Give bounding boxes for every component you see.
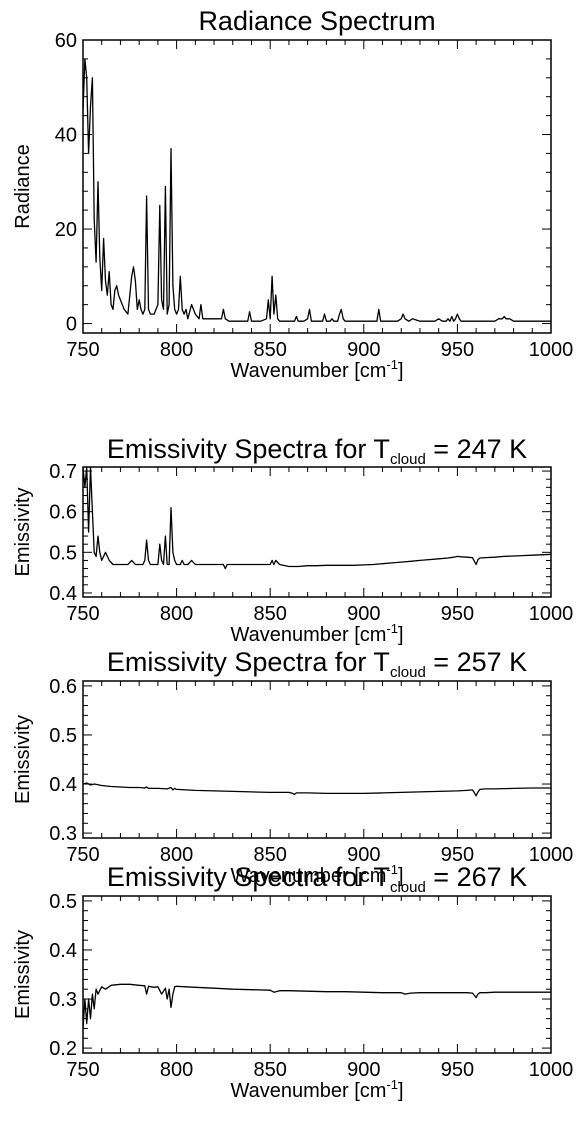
x-axis-label-tail: ] [398,624,404,646]
chart-title: Emissivity Spectra for Tcloud = 267 K [107,862,527,896]
chart-panel: Emissivity Spectra for Tcloud = 257 K 750… [12,647,573,887]
x-axis-label-tail: ] [398,865,404,887]
y-tick-label: 0.3 [49,823,77,845]
chart-title-subscript: cloud [390,664,426,681]
x-tick-label: 750 [66,339,99,361]
x-tick-label: 900 [347,844,380,866]
chart-title-tail: = 257 K [426,647,527,677]
series-line [83,467,551,570]
y-tick-label: 0.5 [49,725,77,747]
x-axis-label: Wavenumber [cm-1] [230,862,403,887]
chart-title: Radiance Spectrum [198,6,435,36]
y-tick-label: 0.5 [49,542,77,564]
x-tick-label: 800 [160,339,193,361]
y-axis-label: Emissivity [12,930,34,1019]
chart-title-text: Radiance Spectrum [198,6,435,36]
x-axis-label-text: Wavenumber [cm [230,865,386,887]
y-tick-label: 0.7 [49,461,77,483]
x-tick-label: 900 [347,339,380,361]
x-tick-label: 900 [347,603,380,625]
x-axis-label-tail: ] [398,360,404,382]
x-axis-label: Wavenumber [cm-1] [230,621,403,646]
plot-frame [82,39,552,334]
x-tick-label: 850 [254,339,287,361]
chart-title-tail: = 267 K [426,862,527,892]
x-tick-label: 750 [66,844,99,866]
y-axis-label: Radiance [12,144,34,229]
chart-title-subscript: cloud [390,451,426,468]
x-axis-label: Wavenumber [cm-1] [230,357,403,382]
plot-frame [82,895,552,1054]
y-tick-label: 0.5 [49,891,77,913]
x-axis-label-text: Wavenumber [cm [230,624,386,646]
x-tick-label: 900 [347,1059,380,1081]
x-axis-label-superscript: -1 [386,621,398,636]
chart-title-text: Emissivity Spectra for T [107,434,390,464]
chart-title: Emissivity Spectra for Tcloud = 257 K [107,647,527,681]
x-tick-label: 1000 [529,603,574,625]
chart-title: Emissivity Spectra for Tcloud = 247 K [107,434,527,468]
x-axis-label-tail: ] [398,1080,404,1102]
y-tick-label: 0.6 [49,676,77,698]
x-axis-label-superscript: -1 [386,1077,398,1092]
x-axis-label: Wavenumber [cm-1] [230,1077,403,1102]
x-tick-label: 1000 [529,339,574,361]
x-axis-label-text: Wavenumber [cm [230,360,386,382]
chart-panel: Radiance Spectrum 750 800 850 900 950 1000 0 20 4… [12,6,573,382]
chart-title-tail: = 247 K [426,434,527,464]
x-tick-label: 750 [66,603,99,625]
series-line [83,983,551,1029]
chart-panel: Emissivity Spectra for Tcloud = 267 K 750… [12,862,573,1102]
chart-title-text: Emissivity Spectra for T [107,647,390,677]
x-tick-label: 950 [441,603,474,625]
x-tick-label: 800 [160,844,193,866]
chart-title-text: Emissivity Spectra for T [107,862,390,892]
x-tick-label: 950 [441,844,474,866]
x-tick-label: 1000 [529,844,574,866]
series-line [83,58,551,322]
y-tick-label: 0.2 [49,1038,77,1060]
chart-panel: Emissivity Spectra for Tcloud = 247 K 750… [12,434,573,646]
x-axis-label-superscript: -1 [386,862,398,877]
x-tick-label: 850 [254,844,287,866]
y-axis-label: Emissivity [12,488,34,577]
x-axis-label-text: Wavenumber [cm [230,1080,386,1102]
y-axis-label: Emissivity [12,715,34,804]
x-axis-label-superscript: -1 [386,357,398,372]
x-tick-label: 800 [160,1059,193,1081]
x-tick-label: 1000 [529,1059,574,1081]
y-tick-label: 0 [66,314,77,336]
y-tick-label: 0.4 [49,940,77,962]
plot-frame [82,466,552,598]
y-tick-label: 60 [55,30,77,52]
y-tick-label: 0.4 [49,583,77,605]
y-tick-label: 20 [55,219,77,241]
x-tick-label: 800 [160,603,193,625]
x-tick-label: 950 [441,339,474,361]
x-tick-label: 850 [254,603,287,625]
plot-frame [82,680,552,839]
y-tick-label: 0.6 [49,502,77,524]
chart-title-subscript: cloud [390,879,426,896]
y-tick-label: 40 [55,125,77,147]
y-tick-label: 0.4 [49,774,77,796]
series-line [83,782,551,797]
y-tick-label: 0.3 [49,989,77,1011]
x-tick-label: 950 [441,1059,474,1081]
x-tick-label: 850 [254,1059,287,1081]
x-tick-label: 750 [66,1059,99,1081]
